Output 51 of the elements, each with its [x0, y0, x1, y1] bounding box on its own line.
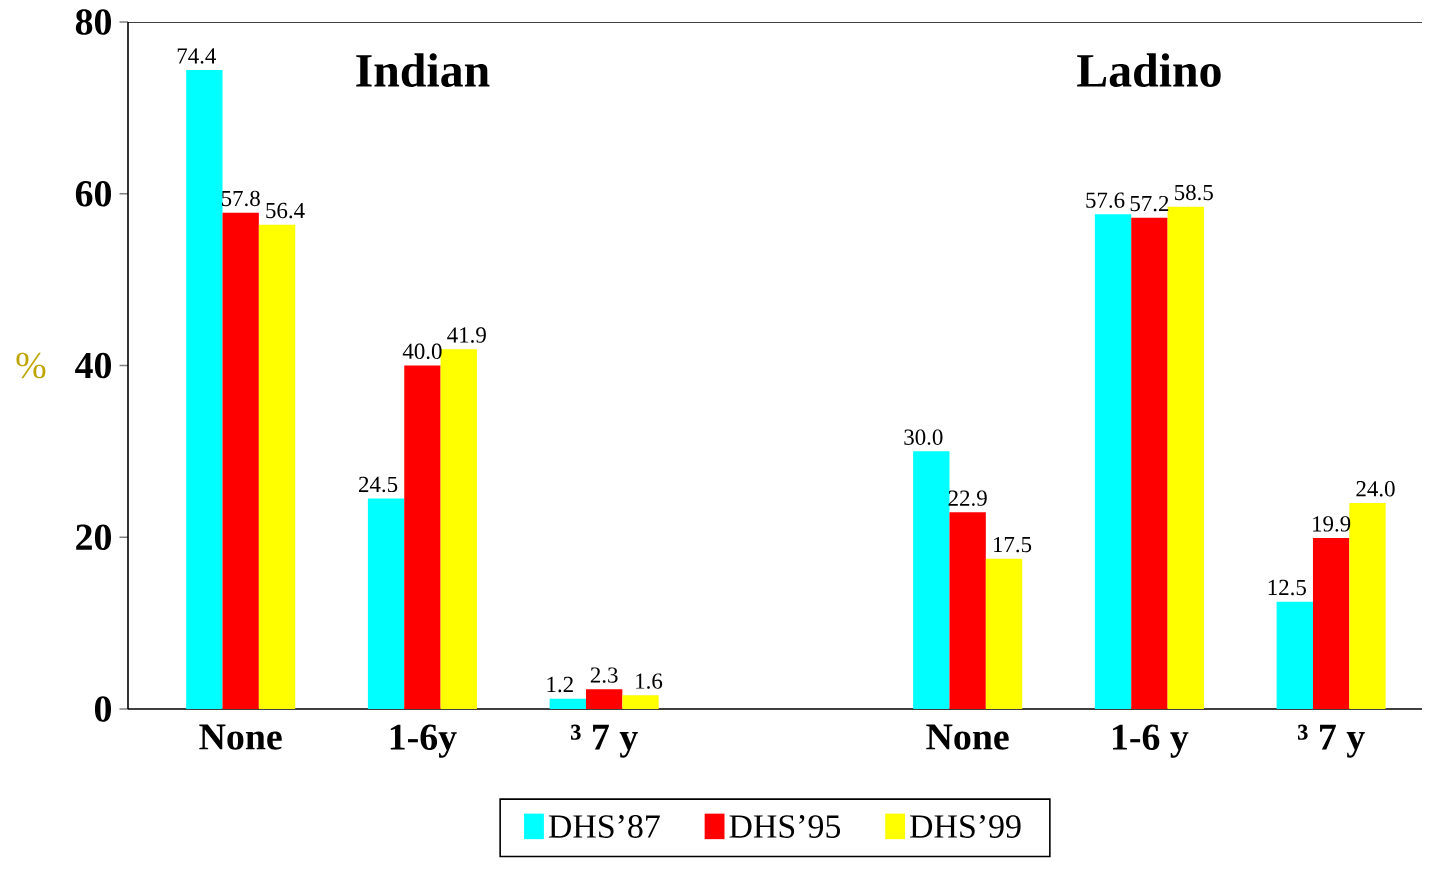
x-tick-label: 1-6 y	[1113, 724, 1189, 758]
data-label: 24.5	[359, 476, 398, 493]
data-label: 40.0	[402, 343, 442, 360]
data-label: 17.5	[993, 536, 1032, 553]
bar	[585, 689, 623, 709]
data-label: 57.6	[1086, 192, 1125, 208]
x-tick-label: ³ 7 y	[570, 724, 638, 758]
data-label: 41.9	[447, 327, 486, 343]
bar	[949, 512, 986, 709]
data-label: 56.4	[266, 202, 305, 219]
y-tick-label: 20	[76, 524, 111, 551]
bar	[1094, 214, 1132, 709]
data-label: 24.0	[1356, 480, 1395, 497]
bar	[985, 558, 1023, 709]
data-label: 74.4	[177, 48, 217, 64]
x-tick-label: None	[199, 724, 282, 750]
legend-label: DHS’87	[548, 815, 660, 838]
bar	[404, 365, 441, 709]
y-tick-label: 80	[75, 9, 111, 35]
data-label: 1.2	[547, 676, 573, 693]
x-tick-label: None	[926, 724, 1009, 750]
y-tick-label: 0	[94, 696, 111, 722]
data-label: 30.0	[904, 429, 943, 445]
y-axis-title: %	[16, 352, 46, 379]
bar	[913, 451, 950, 709]
bar	[1349, 502, 1386, 709]
data-label: 12.5	[1268, 579, 1306, 596]
y-tick-label: 40	[75, 352, 111, 379]
data-label: 1.6	[636, 673, 663, 689]
legend-label: DHS’95	[729, 815, 841, 838]
y-tick-label: 60	[75, 180, 111, 207]
bar	[440, 349, 477, 709]
x-tick-label: 1-6y	[390, 724, 457, 758]
bar	[186, 70, 223, 709]
bar	[1131, 217, 1168, 709]
bar	[549, 698, 586, 709]
legend-label: DHS’99	[910, 815, 1021, 838]
bar	[222, 212, 259, 709]
bar	[367, 498, 405, 709]
annotation: Indian	[356, 53, 490, 87]
bar	[1312, 538, 1350, 709]
bar	[1167, 206, 1204, 709]
data-label: 57.2	[1130, 195, 1169, 212]
data-label: 57.8	[221, 190, 260, 207]
data-label: 2.3	[590, 667, 618, 683]
annotation: Ladino	[1077, 53, 1221, 87]
x-tick-label: ³ 7 y	[1297, 724, 1365, 758]
data-label: 58.5	[1175, 184, 1213, 201]
bar	[622, 695, 659, 709]
bar	[258, 224, 296, 709]
bar	[1276, 601, 1313, 709]
